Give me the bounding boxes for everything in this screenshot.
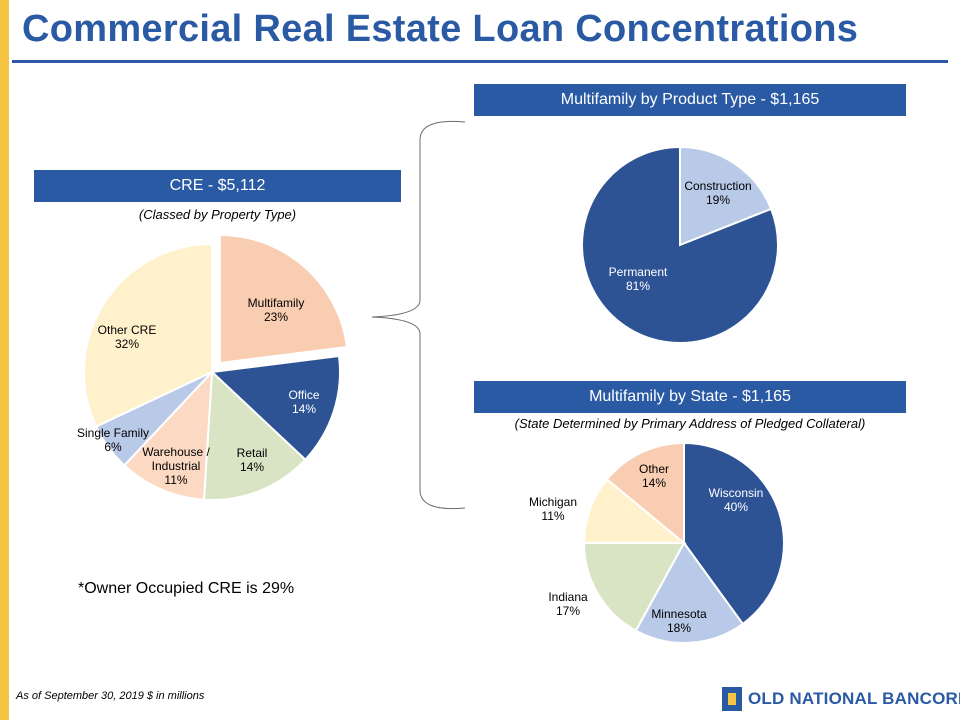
pie-label-percent: 11% [164,473,187,487]
pie-slice-permanent [581,145,779,344]
pie-label-percent: 18% [667,621,691,635]
pie-label-text: Retail [237,446,268,460]
pie-label-percent: 14% [292,402,316,416]
pie-label-text: Michigan [529,495,577,509]
pie-label-percent: 14% [642,476,666,490]
pie-slice-other [605,441,685,546]
owner-occupied-note: *Owner Occupied CRE is 29% [78,580,295,597]
pie-slice-construction [679,145,773,247]
cre-chart-banner: CRE - $5,112 [34,170,401,202]
cre-chart-subtitle: (Classed by Property Type) [138,207,297,222]
brace-connector [371,120,466,510]
pie-label-text: Other [639,462,669,476]
pie-slice-minnesota [634,541,745,644]
pie-label-text: Wisconsin [709,486,764,500]
pie-label-percent: 23% [264,310,288,324]
pie-label-text: Other CRE [98,323,157,337]
pie-label-percent: 11% [541,509,564,523]
pie-label-text: Office [288,388,319,402]
pie-slice-multifamily [218,233,349,365]
page-title: Commercial Real Estate Loan Concentratio… [22,8,859,50]
pie-slice-indiana [582,542,686,632]
pie-label-percent: 40% [724,500,748,514]
pie-label-percent: 32% [115,337,139,351]
pie-label-text: Indiana [548,590,588,604]
pie-label-text: Single Family [77,426,149,440]
left-accent-stripe [0,0,9,720]
logo-text: OLD NATIONAL BANCORP [748,689,960,708]
pie-slice-wisconsin [683,441,785,626]
pie-slice-office [209,354,341,462]
company-logo: OLD NATIONAL BANCORP 28 [722,684,960,714]
pie-label-text: Warehouse / [142,445,210,459]
pie-label-text: Permanent [609,265,668,279]
pie-label-percent: 17% [556,604,580,618]
cre-pie-chart: Multifamily23%Office14%Retail14%Warehous… [77,233,349,501]
pie-slice-retail [202,369,307,501]
logo-icon [722,687,742,711]
pie-slice-warehouse-industrial [122,369,214,501]
state-chart-subtitle: (State Determined by Primary Address of … [514,416,866,431]
pie-label-percent: 81% [626,279,650,293]
product-type-chart-banner: Multifamily by Product Type - $1,165 [474,84,906,116]
pie-label-percent: 14% [240,460,264,474]
footer-note: As of September 30, 2019 $ in millions [16,690,205,702]
pie-slice-michigan [582,477,687,544]
pie-label-text: Construction [684,179,751,193]
pie-label-percent: 19% [706,193,730,207]
pie-label-text: Multifamily [248,296,305,310]
pie-slice-other-cre [83,242,213,428]
state-chart-banner: Multifamily by State - $1,165 [474,381,906,413]
pie-label-text: Industrial [152,459,201,473]
pie-label-percent: 6% [104,440,122,454]
title-divider [12,60,948,63]
pie-label-text: Minnesota [651,607,707,621]
